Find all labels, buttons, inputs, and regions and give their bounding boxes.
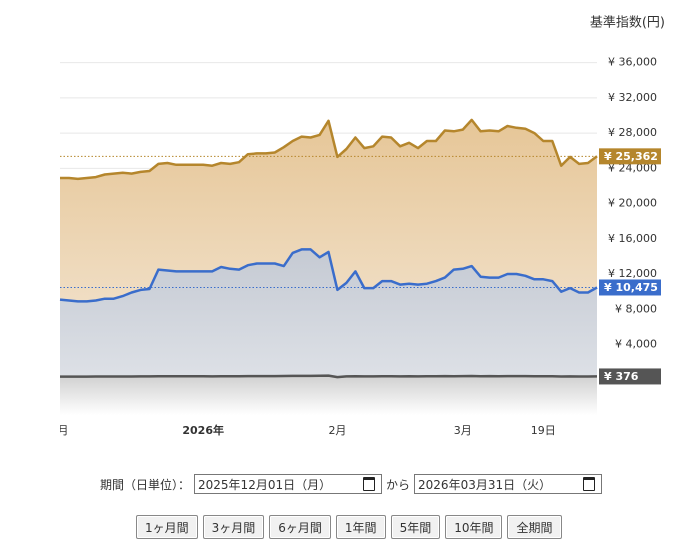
y-tick-label: ¥ 20,000 [608,197,657,210]
range-button[interactable]: 全期間 [507,515,562,539]
range-button[interactable]: 6ヶ月間 [269,515,331,539]
series-line [60,118,598,181]
x-tick-label: 2026年 [182,423,224,437]
value-label: ¥ 10,475 [604,281,658,294]
range-button[interactable]: 1ヶ月間 [136,515,198,539]
area-fill [60,249,597,415]
value-label: ¥ 25,362 [604,150,658,163]
x-tick-label: 19日 [531,424,556,437]
value-badge [599,368,661,385]
range-button[interactable]: 10年間 [445,515,503,539]
y-tick-label: ¥ 28,000 [608,126,657,139]
area-fill [60,375,597,415]
period-label: 期間（日単位）： [100,477,191,492]
x-tick-label: 3月 [454,424,472,437]
y-tick-label: ¥ 4,000 [615,338,657,351]
series-line [60,374,598,379]
value-badge [599,279,661,296]
y-tick-label: ¥ 32,000 [608,91,657,104]
x-tick-label: 12月 [44,424,69,437]
y-tick-label: ¥ 36,000 [608,56,657,69]
calendar-icon[interactable] [583,477,596,491]
range-button[interactable]: 3ヶ月間 [202,515,265,539]
chart: 基準指数(円) ¥ 4,000 ¥ 8,000 ¥ 12,000 ¥ 16,000 ¥ … [44,15,665,437]
range-buttons: 1ヶ月間 3ヶ月間 6ヶ月間 1年間 5年間 10年間 全期間 [136,515,562,539]
series-line [59,248,598,303]
x-tick-label: 2月 [328,424,346,437]
range-button[interactable]: 1年間 [335,515,386,539]
date-input[interactable]: 2025年12月01日（月） [194,474,383,494]
x-axis: 12月 2026年 2月 3月 19日 [44,423,556,437]
y-tick-label: ¥ 16,000 [608,232,657,245]
y-tick-label: ¥ 8,000 [615,302,657,315]
value-badge [599,148,661,165]
period-row: 期間（日単位）： 2025年12月01日（月） から 2026年03月31日（火… [100,472,603,496]
range-button[interactable]: 5年間 [390,515,441,539]
y-axis-title: 基準指数(円) [590,15,665,31]
date-text: 2025年12月01日（月） [198,477,332,492]
y-tick-label: ¥ 12,000 [608,267,657,280]
calendar-icon[interactable] [363,477,376,491]
value-label: ¥ 376 [604,370,639,383]
date-text: 2026年03月31日（火） [418,477,552,492]
date-input[interactable]: 2026年03月31日（火） [414,474,603,494]
separator: から [386,477,411,492]
y-tick-label: ¥ 24,000 [608,161,657,174]
